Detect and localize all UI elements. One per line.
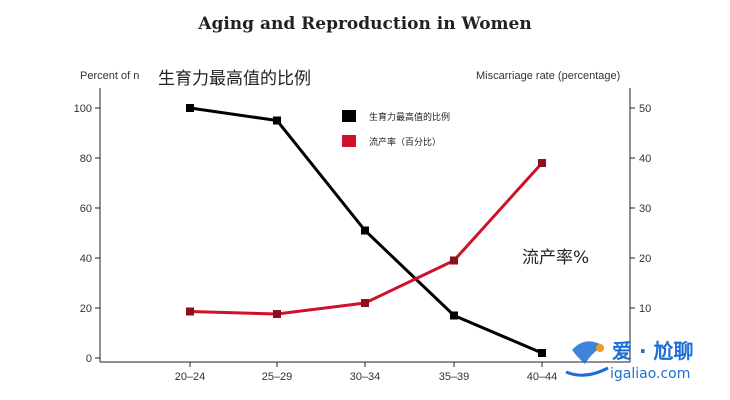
right-tick-label: 20 [639,253,651,265]
series-1-point [450,311,458,320]
chart-title: Aging and Reproduction in Women [198,14,532,34]
series-1-point [273,116,281,125]
right-tick-label: 30 [639,203,651,215]
x-tick-label: 35–39 [439,371,470,383]
series-2-point [361,299,369,307]
legend-swatch [342,135,356,147]
series-group [186,104,546,357]
series-2-point [186,307,194,316]
watermark-logo-icon [565,341,609,377]
series-1-point [538,349,546,357]
x-tick-label: 20–24 [175,371,206,383]
left-axis-ticks: 0 20 40 60 80 100 [74,103,100,365]
right-tick-label: 50 [639,103,651,115]
watermark-text-1: 爱 · 尬聊 [612,339,694,363]
x-tick-label: 30–34 [350,371,381,383]
x-tick-label: 25–29 [262,371,293,383]
left-tick-label: 20 [80,303,92,315]
watermark-text-2: igaliao.com [610,366,690,382]
left-axis-chinese-label: 生育力最高值的比例 [158,69,311,89]
right-tick-label: 10 [639,303,651,315]
left-tick-label: 40 [80,253,92,265]
series-2-point [273,310,281,318]
series-2-point [538,159,546,167]
series-2-point [450,256,458,265]
legend-label: 流产率（百分比） [369,136,441,148]
right-axis-label: Miscarriage rate (percentage) [476,70,621,82]
left-axis-label: Percent of n [80,70,140,82]
legend-swatch [342,110,356,122]
right-axis-ticks: 10 20 30 40 50 [630,103,651,315]
series-1-point [186,104,194,112]
right-tick-label: 40 [639,153,651,165]
x-tick-label: 40–44 [527,371,558,383]
series-1-point [361,226,369,235]
series-line-2 [189,161,544,316]
legend-label: 生育力最高值的比例 [369,111,450,123]
x-axis-ticks: 20–24 25–29 30–34 35–39 40–44 [175,362,558,383]
left-tick-label: 80 [80,153,92,165]
left-tick-label: 100 [74,103,92,115]
left-tick-label: 0 [86,353,92,365]
watermark: 爱 · 尬聊 igaliao.com [565,339,694,382]
left-tick-label: 60 [80,203,92,215]
miscarriage-annotation: 流产率% [522,248,590,268]
